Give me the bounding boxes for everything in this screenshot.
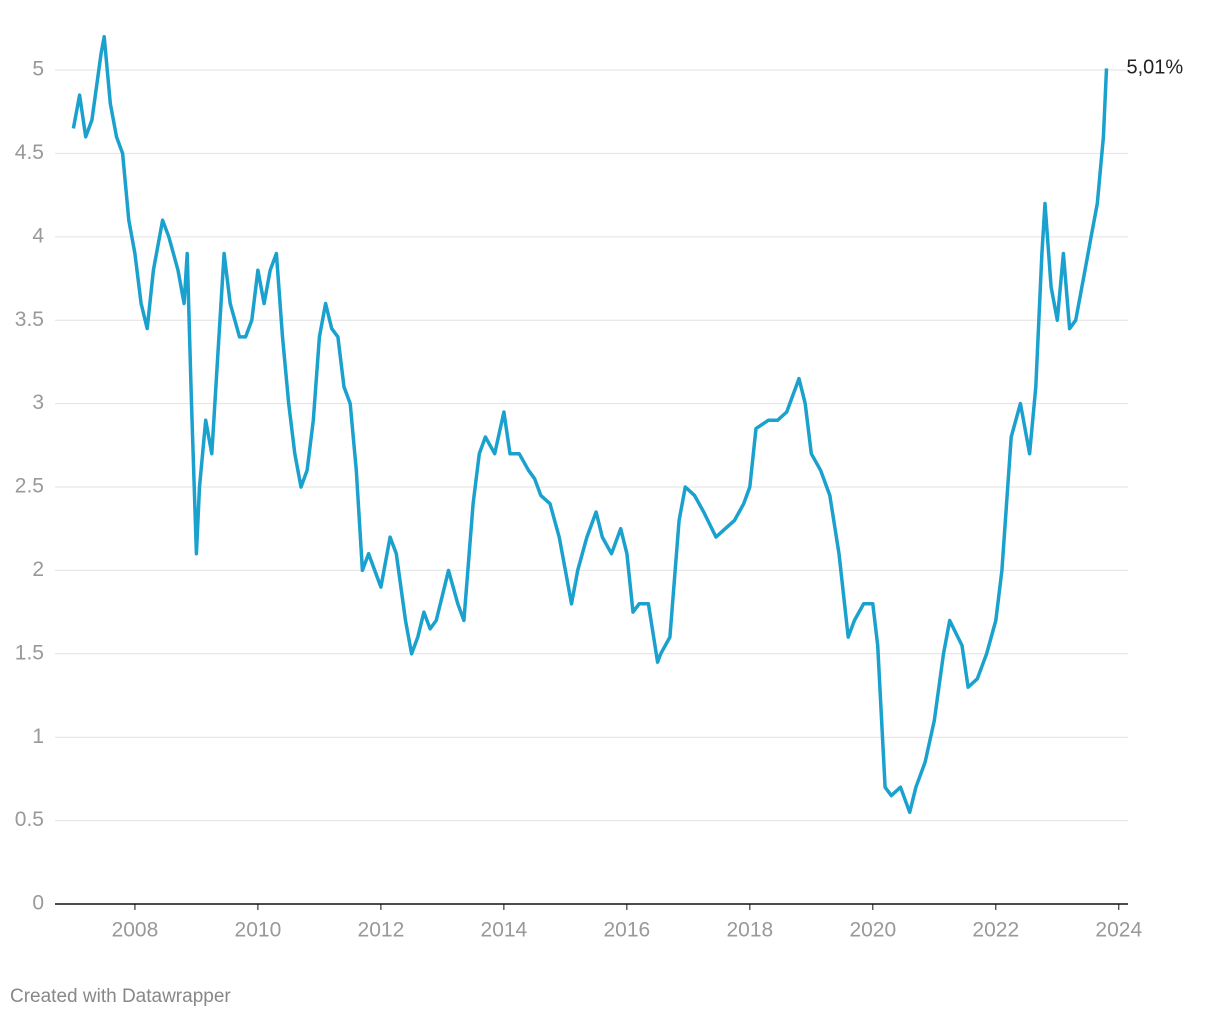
x-tick-label: 2024 xyxy=(1095,919,1142,942)
y-tick-label: 5 xyxy=(32,58,44,81)
x-tick-label: 2016 xyxy=(603,919,650,942)
y-tick-label: 4.5 xyxy=(15,141,44,164)
y-tick-label: 1.5 xyxy=(15,641,44,664)
y-tick-label: 3.5 xyxy=(15,308,44,331)
credit: Created with Datawrapper xyxy=(10,986,231,1007)
x-tick-label: 2014 xyxy=(481,919,528,942)
y-tick-label: 0 xyxy=(32,892,44,915)
x-tick-label: 2010 xyxy=(235,919,282,942)
y-tick-label: 0.5 xyxy=(15,808,44,831)
x-tick-label: 2022 xyxy=(972,919,1019,942)
x-tick-label: 2008 xyxy=(112,919,159,942)
line xyxy=(71,34,1109,815)
x-tick-label: 2018 xyxy=(726,919,773,942)
y-tick-label: 4 xyxy=(32,224,44,247)
x-tick-label: 2012 xyxy=(358,919,405,942)
y-tick-label: 3 xyxy=(32,391,44,414)
y-tick-label: 2 xyxy=(32,558,44,581)
x-tick-label: 2020 xyxy=(849,919,896,942)
y-tick-label: 1 xyxy=(32,725,44,748)
end-label: 5,01% xyxy=(1126,57,1183,79)
y-tick-label: 2.5 xyxy=(15,475,44,498)
